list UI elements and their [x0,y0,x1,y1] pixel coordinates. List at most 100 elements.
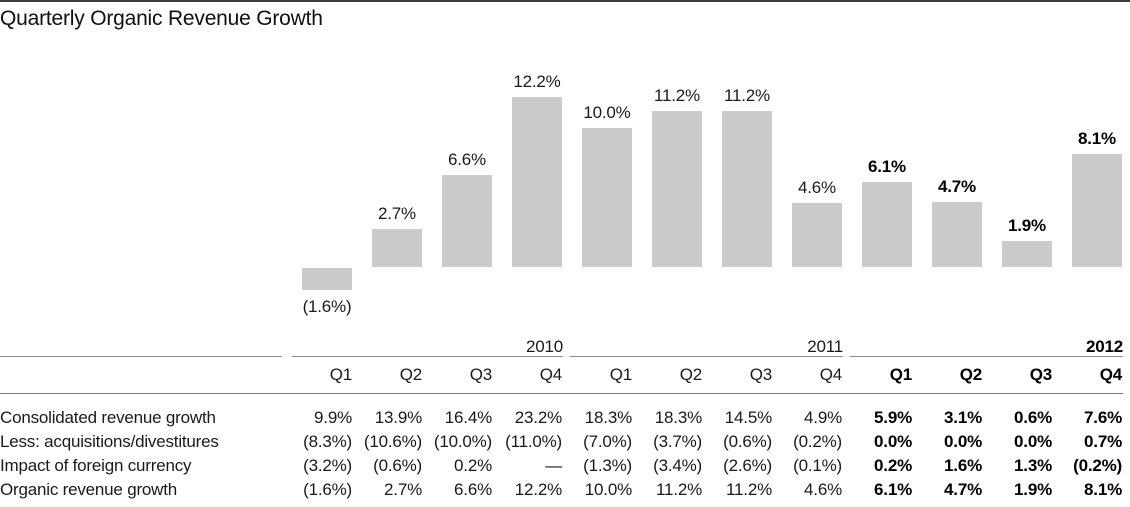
table-cell: (0.6%) [723,432,772,451]
table-cell: 6.6% [454,480,492,499]
table-cell: (10.0%) [433,432,492,451]
bar-value-label: 8.1% [1078,129,1116,148]
top-rule [0,0,1130,2]
table-cell: (3.4%) [653,456,702,475]
bar-value-label: 1.9% [1008,216,1046,235]
table-cell: — [545,456,562,475]
table-cell: 1.6% [944,456,982,475]
table-cell: 3.1% [944,408,982,427]
bar-2012-q4 [1072,154,1122,267]
bar-2010-q3 [442,175,492,267]
page-title: Quarterly Organic Revenue Growth [0,7,323,30]
quarter-header: Q4 [539,365,562,384]
bar-2011-q1 [582,128,632,267]
row-label: Less: acquisitions/divestitures [0,432,219,451]
bar-value-label: 2.7% [378,204,416,223]
table-cell: (0.6%) [373,456,422,475]
bar-2010-q1 [302,268,352,290]
row-label: Consolidated revenue growth [0,408,216,427]
table-cell: (11.0%) [505,432,562,451]
table-cell: (3.7%) [653,432,702,451]
table-cell: (0.2%) [793,432,842,451]
bar-value-label: 10.0% [583,103,631,122]
row-label: Organic revenue growth [0,480,178,499]
year-header-2011: 2011 [807,337,843,356]
bar-value-label: 11.2% [724,86,770,105]
table-cell: 13.9% [374,408,422,427]
table-cell: 8.1% [1084,480,1122,499]
table-cell: 7.6% [1084,408,1122,427]
quarter-header: Q2 [679,365,702,384]
table-cell: (10.6%) [363,432,422,451]
table-cell: 0.0% [874,432,912,451]
label-column-rule [0,356,282,357]
quarter-header: Q2 [959,365,982,384]
table-cell: 4.6% [804,480,842,499]
table-cell: 11.2% [726,480,772,499]
quarter-header: Q4 [819,365,842,384]
table-cell: (8.3%) [303,432,352,451]
table-cell: (1.6%) [303,480,352,499]
table-cell: 5.9% [874,408,912,427]
table-cell: (0.2%) [1073,456,1122,475]
table-cell: 16.4% [444,408,492,427]
bar-2011-q4 [792,203,842,267]
row-label: Impact of foreign currency [0,456,192,475]
header-body-rule [0,393,1123,394]
bar-value-label: 4.6% [798,178,836,197]
table-cell: 1.9% [1014,480,1052,499]
bar-value-label: (1.6%) [302,297,352,316]
bar-value-label: 6.6% [448,150,486,169]
bar-2010-q2 [372,229,422,267]
table-cell: 4.9% [804,408,842,427]
table-cell: 11.2% [656,480,702,499]
bar-2012-q2 [932,202,982,267]
bar-2011-q2 [652,111,702,267]
quarter-header: Q1 [329,365,352,384]
quarter-header: Q1 [889,365,912,384]
table-cell: (3.2%) [303,456,352,475]
quarter-header: Q1 [609,365,632,384]
table-cell: 0.0% [1014,432,1052,451]
table-cell: 12.2% [514,480,562,499]
table-cell: 0.6% [1014,408,1052,427]
bar-value-label: 6.1% [868,157,906,176]
bar-value-label: 12.2% [513,72,561,91]
table-cell: 23.2% [514,408,562,427]
quarter-header: Q3 [1029,365,1052,384]
table-cell: 0.0% [944,432,982,451]
quarter-header: Q3 [469,365,492,384]
table-cell: (2.6%) [723,456,772,475]
table-cell: 0.2% [874,456,912,475]
bar-2012-q1 [862,182,912,267]
table-cell: 9.9% [314,408,352,427]
table-cell: 6.1% [874,480,912,499]
year-header-2010: 2010 [525,337,563,356]
year-group-rule [292,356,563,357]
table-cell: 18.3% [654,408,702,427]
table-cell: (7.0%) [583,432,632,451]
table-cell: 4.7% [944,480,982,499]
table-cell: (0.1%) [793,456,842,475]
year-header-2012: 2012 [1085,337,1123,356]
table-cell: 2.7% [384,480,422,499]
table-cell: 0.7% [1084,432,1122,451]
year-group-rule [850,356,1123,357]
bar-value-label: 11.2% [654,86,700,105]
bar-value-label: 4.7% [938,177,976,196]
quarter-header: Q3 [749,365,772,384]
table-cell: 10.0% [584,480,632,499]
bar-2012-q3 [1002,241,1052,267]
table-cell: 1.3% [1014,456,1052,475]
table-cell: (1.3%) [583,456,632,475]
table-cell: 18.3% [584,408,632,427]
table-cell: 0.2% [454,456,492,475]
bar-2010-q4 [512,97,562,267]
quarter-header: Q2 [399,365,422,384]
quarter-header: Q4 [1099,365,1122,384]
bar-2011-q3 [722,111,772,267]
year-group-rule [570,356,843,357]
